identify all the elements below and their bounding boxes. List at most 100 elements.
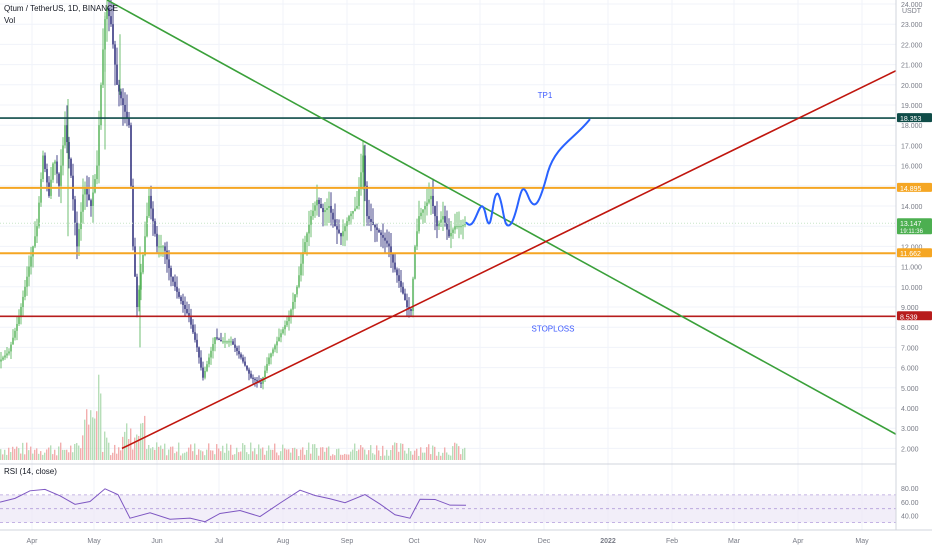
volume-bar [198,449,200,460]
volume-bar [406,453,408,460]
volume-bar [142,422,144,460]
volume-bar [136,434,138,460]
volume-bar [340,454,342,460]
volume-bar [44,452,46,460]
volume-bar [308,442,310,460]
volume-bar [376,445,378,460]
volume-bar [236,447,238,460]
time-tick: May [87,538,101,545]
volume-bar [412,454,414,460]
volume-bar [394,442,396,460]
volume-bar [418,455,420,460]
candle-body [46,168,48,183]
volume-bar [384,455,386,460]
time-axis[interactable]: Apr May Jun Jul Aug Sep Oct Nov Dec 2022 Feb Mar Apr… [0,529,932,545]
volume-bar [282,444,284,460]
volume-bar [286,449,288,460]
candle-body [246,365,248,370]
candle-body [22,296,24,307]
candle-body [244,361,246,366]
volume-bar [216,444,218,460]
candle-body [392,254,394,263]
volume-bar [404,450,406,460]
candle-body [236,347,238,352]
volume-bar [64,449,66,460]
candle-body [366,185,368,217]
volume-bar [312,444,314,460]
volume-bar [326,447,328,460]
volume-bar [348,454,350,460]
price-tick: 2.000 [901,446,919,453]
candle-body [384,237,386,241]
candle-body [378,229,380,233]
volume-bar [342,454,344,460]
candle-body [96,165,98,180]
candle-body [124,105,126,112]
candle-body [176,286,178,292]
volume-bar [462,448,464,460]
candle-body [24,286,26,297]
candle-body [168,259,170,269]
projection-path [465,118,591,227]
candle-body [192,324,194,333]
time-tick: Sep [341,538,354,545]
volume-bar [134,437,136,460]
candle-body [242,357,244,362]
candle-body [120,91,122,99]
candle-body [136,276,138,307]
candle-body [8,351,10,354]
resistance-label: 14.895 [900,186,922,193]
volume-bar [60,442,62,460]
volume-bar [70,445,72,460]
trend-lines [106,0,897,450]
volume-label: Vol [4,16,16,25]
candle-body [306,233,308,243]
price-tick: 5.000 [901,386,919,393]
candle-body [44,155,46,169]
stoploss-badge [897,311,932,321]
candle-body [404,293,406,301]
candle-body [294,294,296,302]
candle-body [66,125,68,143]
price-tick: 22.000 [901,42,923,49]
candle-body [330,206,332,213]
time-tick: Apr [27,538,39,545]
volume-bar [158,446,160,460]
price-tick: 20.000 [901,83,923,90]
volume-bar [220,451,222,460]
price-tick: 9.000 [901,305,919,312]
volume-bar [310,453,312,460]
candle-body [178,291,180,297]
time-tick: Mar [728,538,741,545]
candle-body [118,84,120,92]
candle-body [356,206,358,209]
volume-bar [424,452,426,460]
candle-body [0,359,2,362]
volume-bar [110,455,112,460]
volume-bar [230,444,232,460]
volume-bar [222,445,224,460]
volume-bar [164,443,166,460]
volume-bar [208,443,210,460]
candle-body [264,370,266,378]
volume-bar [156,442,158,460]
price-axis[interactable]: 24.000 23.000 22.000 21.000 20.000 19.000 18.0… [895,0,932,530]
volume-bar [350,451,352,460]
volume-bar [356,450,358,460]
volume-bar [18,448,20,460]
volume-bar [192,451,194,460]
volume-bar [114,444,116,460]
volume-bar [112,452,114,460]
volume-bar [194,443,196,460]
candle-body [228,341,230,343]
volume-bar [398,451,400,460]
candle-body [112,24,114,45]
candle-body [430,195,432,200]
candle-body [88,194,90,201]
volume-bar [438,451,440,460]
candle-body [420,212,422,217]
volume-bar [422,452,424,460]
candle-body [260,382,262,384]
candle-body [158,246,160,248]
